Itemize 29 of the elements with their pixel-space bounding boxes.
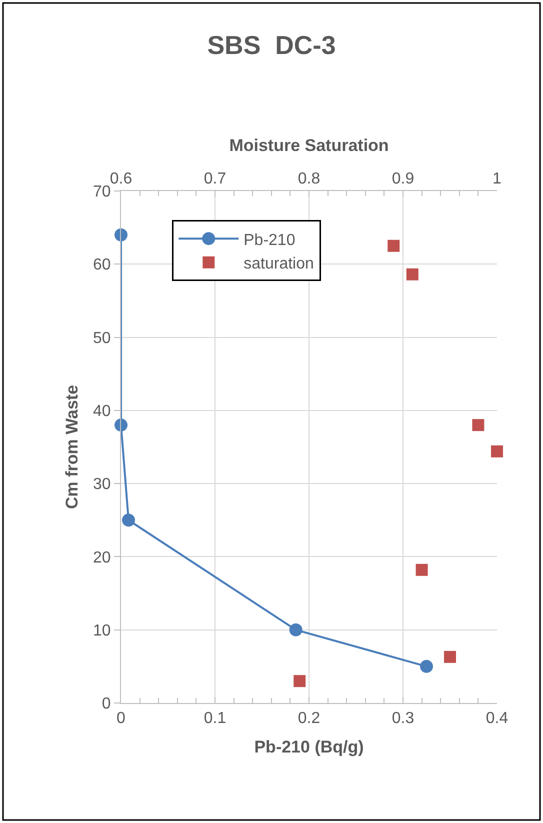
point xyxy=(122,514,136,527)
x2-tick-label: 0.9 xyxy=(392,170,414,188)
legend-label: saturation xyxy=(244,256,314,273)
x-tick-label: 0.2 xyxy=(298,710,320,728)
x2-tick-label: 0.8 xyxy=(298,170,320,188)
x-tick-label: 0.4 xyxy=(486,710,508,728)
y-tick-label: 0 xyxy=(102,696,111,713)
x2-tick-label: 0.7 xyxy=(204,170,226,188)
chart-title: SBS DC-3 xyxy=(207,30,336,60)
point xyxy=(114,418,128,432)
x2-tick-label: 0.6 xyxy=(110,170,132,188)
legend-label: Pb-210 xyxy=(244,232,296,249)
y-tick-label: 60 xyxy=(93,256,111,274)
y-tick-label: 40 xyxy=(93,403,111,420)
point xyxy=(420,660,433,673)
y-tick-label: 10 xyxy=(93,622,111,640)
x-tick-label: 0.1 xyxy=(204,710,226,728)
x-tick-label: 0 xyxy=(116,710,126,728)
y-tick-label: 70 xyxy=(93,184,111,201)
x2-tick-label: 1 xyxy=(492,170,502,188)
y-tick-label: 30 xyxy=(93,476,111,494)
y-axis-title: Cm from Waste xyxy=(62,384,82,510)
x-tick-label: 0.3 xyxy=(392,710,414,728)
x-axis-title: Pb-210 (Bq/g) xyxy=(254,738,364,757)
y-tick-label: 50 xyxy=(93,330,111,347)
x2-axis-title: Moisture Saturation xyxy=(229,136,389,156)
point xyxy=(114,228,128,242)
point xyxy=(289,623,302,636)
y-tick-label: 20 xyxy=(93,549,111,566)
